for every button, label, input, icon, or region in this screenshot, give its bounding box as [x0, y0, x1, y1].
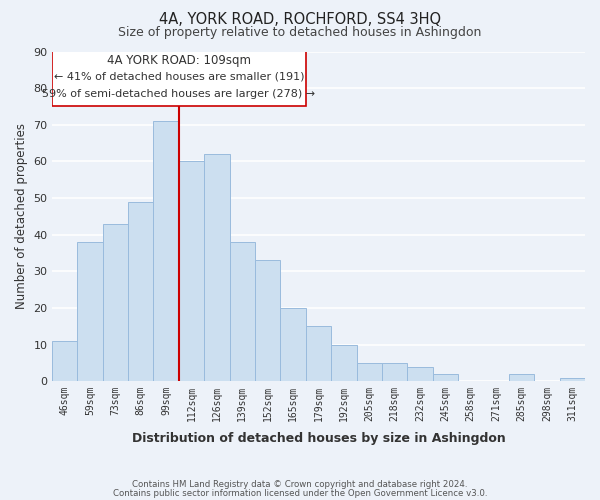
Text: 4A, YORK ROAD, ROCHFORD, SS4 3HQ: 4A, YORK ROAD, ROCHFORD, SS4 3HQ: [159, 12, 441, 28]
Bar: [306, 326, 331, 382]
Bar: [560, 378, 585, 382]
Text: Contains public sector information licensed under the Open Government Licence v3: Contains public sector information licen…: [113, 488, 487, 498]
Bar: [509, 374, 534, 382]
Bar: [382, 363, 407, 382]
Bar: [204, 154, 230, 382]
Text: Size of property relative to detached houses in Ashingdon: Size of property relative to detached ho…: [118, 26, 482, 39]
Bar: [179, 162, 204, 382]
Text: 4A YORK ROAD: 109sqm: 4A YORK ROAD: 109sqm: [107, 54, 251, 67]
Bar: [52, 341, 77, 382]
Bar: [356, 363, 382, 382]
FancyBboxPatch shape: [52, 50, 306, 106]
Y-axis label: Number of detached properties: Number of detached properties: [15, 124, 28, 310]
Text: ← 41% of detached houses are smaller (191): ← 41% of detached houses are smaller (19…: [53, 72, 304, 82]
Bar: [407, 367, 433, 382]
Bar: [255, 260, 280, 382]
Bar: [280, 308, 306, 382]
X-axis label: Distribution of detached houses by size in Ashingdon: Distribution of detached houses by size …: [131, 432, 505, 445]
Bar: [230, 242, 255, 382]
Bar: [77, 242, 103, 382]
Bar: [128, 202, 154, 382]
Text: Contains HM Land Registry data © Crown copyright and database right 2024.: Contains HM Land Registry data © Crown c…: [132, 480, 468, 489]
Text: 59% of semi-detached houses are larger (278) →: 59% of semi-detached houses are larger (…: [42, 88, 316, 99]
Bar: [103, 224, 128, 382]
Bar: [433, 374, 458, 382]
Bar: [154, 121, 179, 382]
Bar: [331, 345, 356, 382]
